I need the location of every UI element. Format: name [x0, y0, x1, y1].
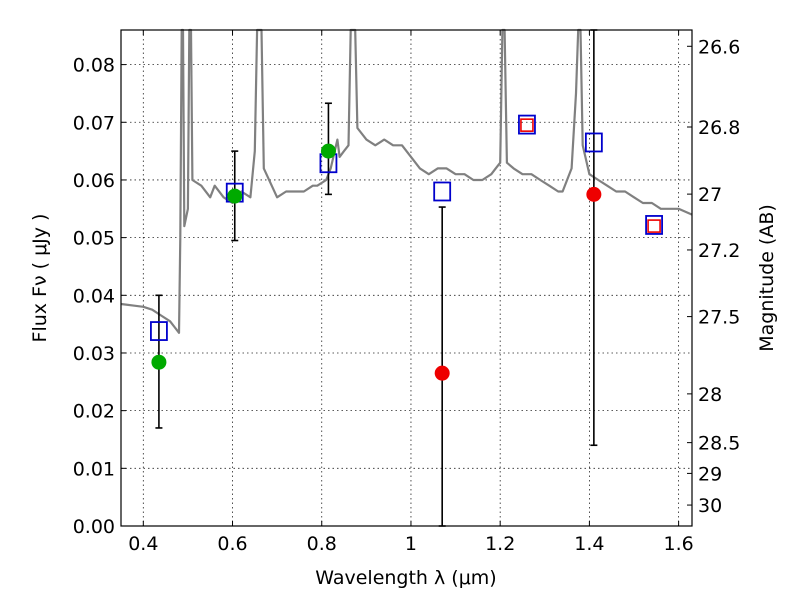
- x-tick-label: 0.4: [128, 533, 158, 555]
- nondetection-marker: [586, 186, 602, 202]
- model-square-marker: [433, 181, 452, 202]
- detection-marker: [151, 354, 167, 370]
- grid-lines: [121, 30, 692, 527]
- model-square-marker: [584, 132, 603, 153]
- y-tick-label: 0.02: [73, 401, 115, 423]
- y-tick-label: 0.01: [73, 458, 115, 480]
- marker-layer: [150, 114, 663, 381]
- right-tick-label: 29: [698, 463, 722, 485]
- right-tick-label: 27.5: [698, 307, 740, 329]
- y-axis-title: Flux Fν ( μJy ): [29, 214, 51, 343]
- right-tick-label: 27: [698, 184, 722, 206]
- y-tick-label: 0.00: [73, 516, 115, 538]
- sed-line-layer: [120, 28, 693, 334]
- detection-marker: [320, 143, 336, 159]
- nondetection-marker: [434, 365, 450, 381]
- right-tick-label: 28.5: [698, 433, 740, 455]
- model-square-marker: [645, 215, 663, 235]
- x-tick-label: 1.2: [485, 533, 515, 555]
- y-tick-label: 0.06: [73, 170, 115, 192]
- detection-marker: [227, 188, 243, 204]
- right-tick-label: 26.6: [698, 36, 740, 58]
- y-tick-label: 0.03: [73, 343, 115, 365]
- nondetection-square-marker: [520, 118, 534, 132]
- x-axis-title: Wavelength λ (μm): [315, 567, 496, 589]
- y-tick-label: 0.05: [73, 228, 115, 250]
- right-tick-label: 27.2: [698, 240, 740, 262]
- y-tick-label: 0.07: [73, 112, 115, 134]
- x-tick-label: 0.6: [217, 533, 247, 555]
- sed-spectrum-line: [120, 28, 693, 334]
- plot-frame: [120, 29, 693, 527]
- x-tick-label: 1.4: [574, 533, 604, 555]
- x-tick-label: 1.6: [664, 533, 694, 555]
- model-square-marker: [518, 114, 536, 135]
- y-tick-label: 0.08: [73, 55, 115, 77]
- nondetection-square-marker: [647, 219, 661, 233]
- right-tick-label: 30: [698, 495, 722, 517]
- right-axis-title: Magnitude (AB): [756, 204, 778, 352]
- x-ticks: 0.4 0.6 0.8 1 1.2 1.4 1.6: [128, 30, 694, 555]
- y-ticks: 0.00 0.01 0.02 0.03 0.04 0.05 0.06 0.07 0.08: [73, 55, 126, 538]
- right-ticks: 26.6 26.8 27 27.2 27.5 28 28.5 29 30: [687, 36, 740, 517]
- right-tick-label: 28: [698, 384, 722, 406]
- errorbar-layer: [155, 29, 598, 527]
- x-tick-label: 0.8: [307, 533, 337, 555]
- model-square-marker: [150, 321, 168, 341]
- right-tick-label: 26.8: [698, 117, 740, 139]
- y-tick-label: 0.04: [73, 285, 115, 307]
- x-tick-label: 1: [405, 533, 417, 555]
